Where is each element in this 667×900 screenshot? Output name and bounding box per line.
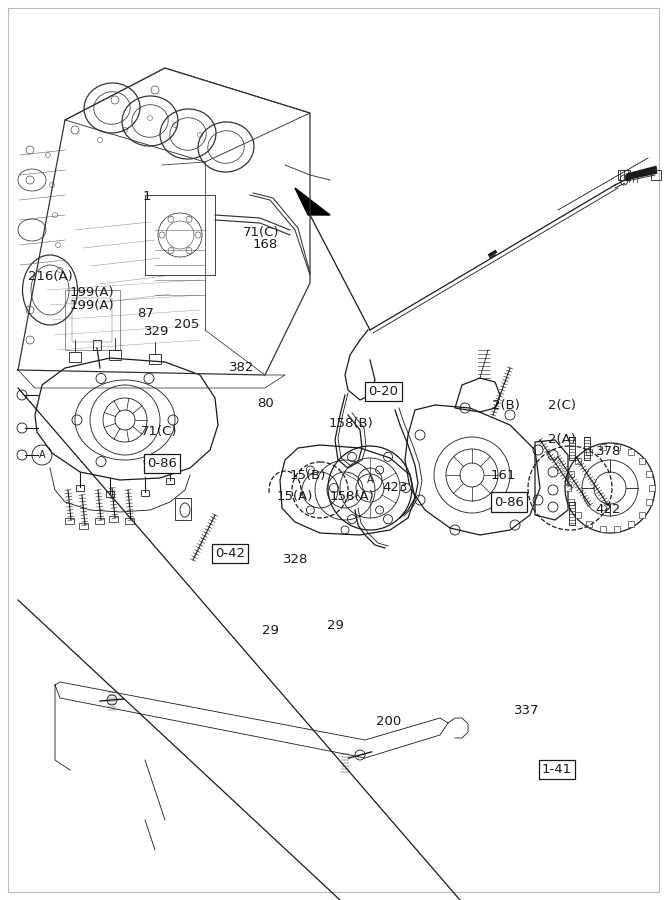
Circle shape (329, 483, 338, 492)
Text: 161: 161 (491, 469, 516, 482)
Text: 168: 168 (253, 238, 278, 251)
Text: 2(B): 2(B) (492, 399, 520, 411)
Text: 29: 29 (327, 619, 344, 632)
Text: 2(A): 2(A) (548, 433, 576, 446)
Bar (93, 340, 101, 350)
Text: A: A (367, 475, 374, 485)
Text: 15(A): 15(A) (277, 491, 313, 503)
Text: A: A (39, 450, 45, 460)
Bar (72, 298, 112, 342)
Text: 1-41: 1-41 (542, 763, 572, 776)
Bar (175, 498, 191, 520)
Bar (614, 526, 620, 533)
Bar (109, 350, 121, 360)
Bar (145, 195, 215, 275)
Bar (646, 500, 652, 506)
Text: 29: 29 (261, 624, 279, 636)
Text: 423: 423 (382, 482, 408, 494)
Text: 382: 382 (229, 361, 255, 374)
Bar (125, 518, 134, 524)
Text: 329: 329 (144, 325, 169, 338)
Bar (618, 170, 630, 180)
Bar (109, 516, 118, 522)
Bar (600, 526, 606, 533)
Text: 328: 328 (283, 554, 308, 566)
Text: 158(B): 158(B) (328, 417, 374, 429)
Text: 87: 87 (137, 307, 154, 320)
Bar (76, 485, 84, 491)
Bar (568, 500, 574, 506)
Bar (65, 518, 74, 524)
Text: 199(A): 199(A) (70, 300, 114, 312)
Bar (79, 523, 88, 529)
Bar (586, 521, 592, 527)
Bar (639, 458, 645, 464)
Text: 158(A): 158(A) (329, 491, 375, 503)
Bar (614, 444, 620, 450)
Bar (646, 471, 652, 477)
Text: 0-86: 0-86 (494, 496, 524, 508)
Circle shape (402, 483, 410, 492)
Text: 71(C): 71(C) (141, 426, 177, 438)
Bar (106, 491, 114, 497)
Text: 422: 422 (596, 503, 621, 516)
Text: 378: 378 (596, 446, 621, 458)
Bar (586, 448, 592, 454)
Polygon shape (295, 188, 330, 215)
Text: 205: 205 (174, 318, 199, 330)
Circle shape (348, 515, 356, 524)
Text: 0-86: 0-86 (147, 457, 177, 470)
Bar (628, 521, 634, 527)
Text: 0-42: 0-42 (215, 547, 245, 560)
Bar (600, 444, 606, 450)
Text: 15(B): 15(B) (290, 469, 326, 482)
Circle shape (384, 453, 392, 462)
Text: 337: 337 (514, 705, 540, 717)
Bar (69, 352, 81, 362)
Bar (649, 485, 655, 491)
Bar (568, 471, 574, 477)
Bar (651, 170, 661, 180)
Text: 1: 1 (143, 190, 151, 203)
Text: 80: 80 (257, 397, 274, 410)
Bar (628, 448, 634, 454)
Circle shape (348, 453, 356, 462)
Bar (141, 490, 149, 496)
Bar (65, 290, 120, 350)
Bar (639, 512, 645, 518)
Bar (575, 512, 581, 518)
Bar (575, 458, 581, 464)
Circle shape (384, 515, 392, 524)
Text: 71(C): 71(C) (243, 226, 279, 239)
Bar (166, 478, 174, 484)
Text: 200: 200 (376, 716, 402, 728)
Text: 216(A): 216(A) (27, 270, 73, 283)
Bar (565, 485, 571, 491)
Text: 199(A): 199(A) (70, 286, 114, 299)
Text: 0-20: 0-20 (369, 385, 398, 398)
Bar (149, 354, 161, 364)
Text: 2(C): 2(C) (548, 399, 576, 411)
Bar (95, 518, 104, 524)
